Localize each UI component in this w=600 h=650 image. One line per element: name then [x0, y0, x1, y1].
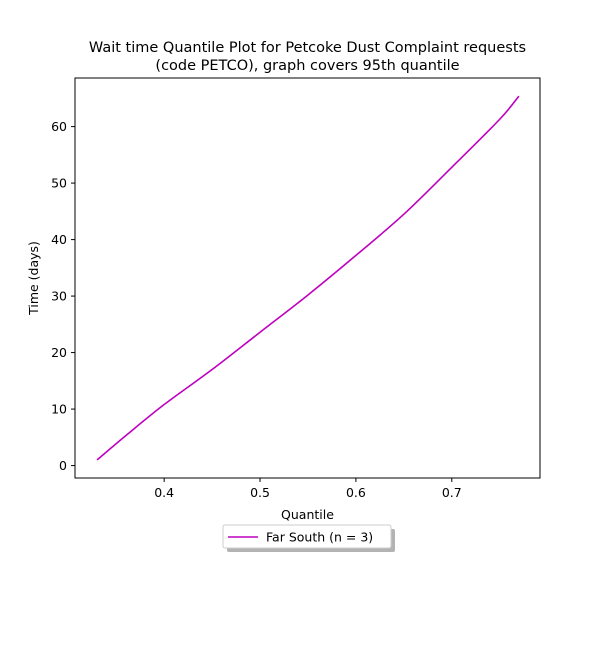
y-tick-label: 50: [51, 176, 67, 191]
y-tick-label: 60: [51, 119, 67, 134]
y-tick-label: 20: [51, 345, 67, 360]
legend: Far South (n = 3): [222, 524, 395, 552]
x-tick-label: 0.6: [346, 485, 366, 500]
plot-area: [96, 95, 520, 461]
chart-title-line-2: (code PETCO), graph covers 95th quantile: [155, 58, 459, 74]
chart-title-line-1: Wait time Quantile Plot for Petcoke Dust…: [89, 40, 526, 56]
y-tick-label: 0: [59, 458, 67, 473]
y-axis-label: Time (days): [26, 241, 41, 316]
y-tick-label: 30: [51, 289, 67, 304]
legend-box: [222, 524, 392, 549]
x-axis-ticks: 0.4 0.5 0.6 0.7: [154, 478, 462, 500]
x-tick-label: 0.7: [442, 485, 462, 500]
x-tick-label: 0.5: [250, 485, 270, 500]
y-axis-ticks: 0 10 20 30 40 50 60: [51, 119, 75, 473]
x-tick-label: 0.4: [154, 485, 174, 500]
y-tick-label: 40: [51, 232, 67, 247]
series-line-0: [96, 95, 520, 461]
axes-frame: [74, 77, 541, 479]
x-axis-label: Quantile: [281, 507, 334, 522]
y-tick-label: 10: [51, 402, 67, 417]
legend-series-label: Far South (n = 3): [266, 530, 373, 545]
